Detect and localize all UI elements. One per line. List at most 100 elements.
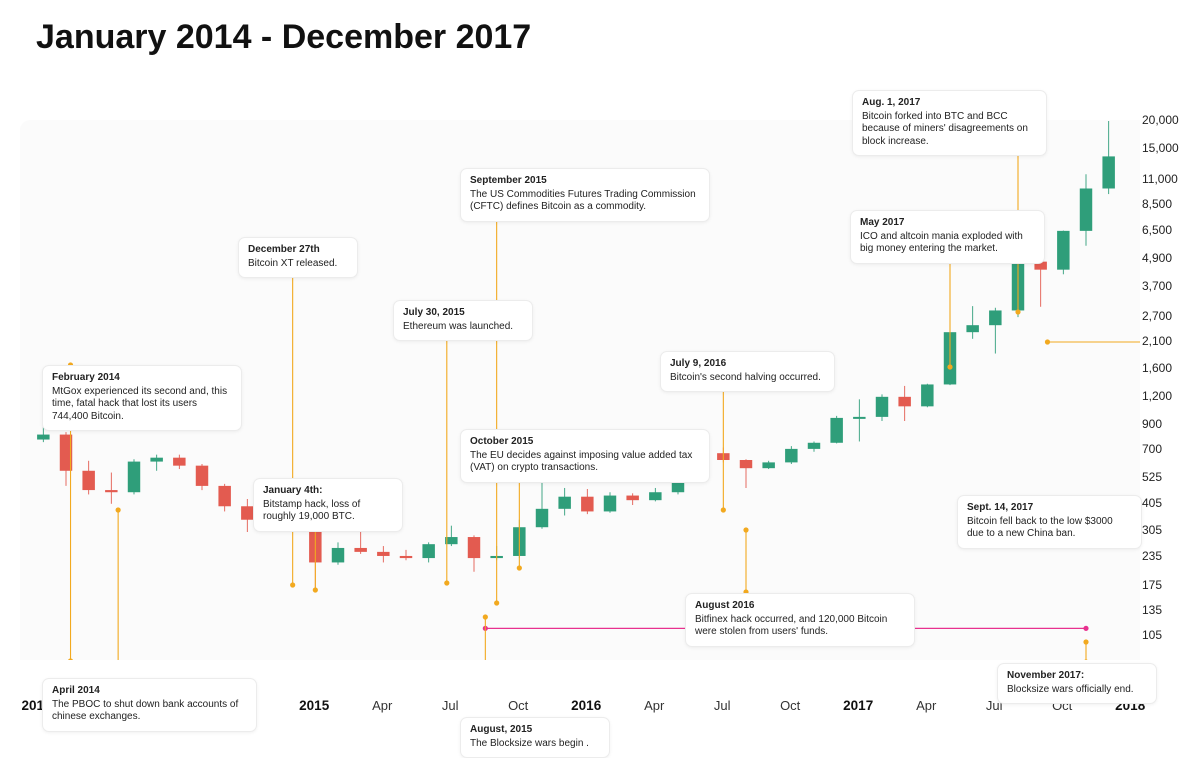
y-axis-tick: 1,600 [1142,361,1192,375]
chart-title: January 2014 - December 2017 [36,18,531,57]
annotation-dot [1083,659,1088,660]
annotation-vat: October 2015The EU decides against impos… [460,429,710,483]
annotation-dot [743,527,748,532]
annotation-text: The PBOC to shut down bank accounts of c… [52,699,238,723]
y-axis-tick: 15,000 [1142,141,1192,155]
x-axis-tick: Jul [714,698,731,713]
candle-body [1057,231,1069,270]
y-axis-tick: 2,700 [1142,309,1192,323]
candle-body [581,497,593,512]
candle-body [762,462,774,468]
annotation-text: Bitfinex hack occurred, and 120,000 Bitc… [695,614,887,638]
candle-body [830,418,842,443]
blocksize-end-dot [1083,626,1088,631]
annotation-dot [444,580,449,585]
annotation-dot [494,600,499,605]
x-axis-tick: Apr [916,698,936,713]
candle-body [82,471,94,490]
annotation-ico: May 2017ICO and altcoin mania exploded w… [850,210,1045,264]
candle-body [740,460,752,468]
annotation-china: Sept. 14, 2017Bitcoin fell back to the l… [957,495,1142,549]
annotation-text: MtGox experienced its second and, this t… [52,386,227,422]
annotation-dot [313,587,318,592]
annotation-title: November 2017: [1007,670,1147,683]
candle-body [649,492,661,500]
annotation-text: ICO and altcoin mania exploded with big … [860,231,1023,255]
x-axis-tick: Oct [780,698,800,713]
y-axis-tick: 525 [1142,470,1192,484]
candle-body [400,556,412,558]
annotation-mtgox: February 2014MtGox experienced its secon… [42,365,242,431]
y-axis-tick: 900 [1142,417,1192,431]
candle-body [921,384,933,406]
annotation-text: Bitstamp hack, loss of roughly 19,000 BT… [263,499,360,523]
annotation-title: April 2014 [52,685,247,698]
candle-body [173,458,185,466]
y-axis-tick: 2,100 [1142,334,1192,348]
annotation-dot [116,507,121,512]
annotation-title: January 4th: [263,485,393,498]
candle-body [37,435,49,440]
annotation-leader [1047,342,1140,493]
candle-body [558,497,570,509]
y-axis-tick: 1,200 [1142,389,1192,403]
annotation-dot [1015,309,1020,314]
y-axis-tick: 11,000 [1142,172,1192,186]
candle-body [536,509,548,527]
candle-body [1102,156,1114,188]
x-axis-tick: 2016 [571,698,601,713]
candle-body [876,397,888,417]
annotation-blocksize2: November 2017:Blocksize wars officially … [997,663,1157,704]
candle-body [966,325,978,332]
candle-body [468,537,480,558]
annotation-title: May 2017 [860,217,1035,230]
annotation-bitstamp: January 4th:Bitstamp hack, loss of rough… [253,478,403,532]
y-axis-tick: 235 [1142,549,1192,563]
annotation-dot [483,614,488,619]
y-axis-tick: 175 [1142,578,1192,592]
candle-body [377,552,389,556]
x-axis-tick: Jul [442,698,459,713]
annotation-text: Ethereum was launched. [403,321,513,332]
annotation-dot [1083,639,1088,644]
y-axis-tick: 8,500 [1142,197,1192,211]
x-axis-tick: Apr [644,698,664,713]
y-axis-tick: 20,000 [1142,113,1192,127]
annotation-text: Bitcoin's second halving occurred. [670,372,821,383]
annotation-text: The US Commodities Futures Trading Commi… [470,189,696,213]
annotation-pboc: April 2014The PBOC to shut down bank acc… [42,678,257,732]
annotation-ethereum: July 30, 2015Ethereum was launched. [393,300,533,341]
y-axis-tick: 305 [1142,523,1192,537]
y-axis-tick: 3,700 [1142,279,1192,293]
candle-body [853,417,865,419]
annotation-cftc: September 2015The US Commodities Futures… [460,168,710,222]
y-axis-tick: 405 [1142,496,1192,510]
candle-body [626,496,638,501]
candle-body [785,449,797,463]
annotation-title: Aug. 1, 2017 [862,97,1037,110]
annotation-halving: July 9, 2016Bitcoin's second halving occ… [660,351,835,392]
y-axis-tick: 700 [1142,442,1192,456]
candle-body [332,548,344,562]
annotation-dot [721,507,726,512]
annotation-title: July 30, 2015 [403,307,523,320]
annotation-title: September 2015 [470,175,700,188]
candle-body [150,458,162,462]
x-axis-tick: Oct [508,698,528,713]
x-axis-tick: 2017 [843,698,873,713]
annotation-title: February 2014 [52,372,232,385]
annotation-dot [1045,339,1050,344]
annotation-title: December 27th [248,244,348,257]
candle-body [898,397,910,407]
annotation-text: The Blocksize wars begin . [470,738,589,749]
y-axis-tick: 135 [1142,603,1192,617]
annotation-text: Bitcoin fell back to the low $3000 due t… [967,516,1113,540]
annotation-bitfinex: August 2016Bitfinex hack occurred, and 1… [685,593,915,647]
candle-body [241,506,253,519]
candle-body [196,466,208,486]
annotation-dot [517,565,522,570]
candle-body [354,548,366,552]
candle-body [604,496,616,512]
candle-body [808,443,820,449]
candle-body [105,490,117,492]
